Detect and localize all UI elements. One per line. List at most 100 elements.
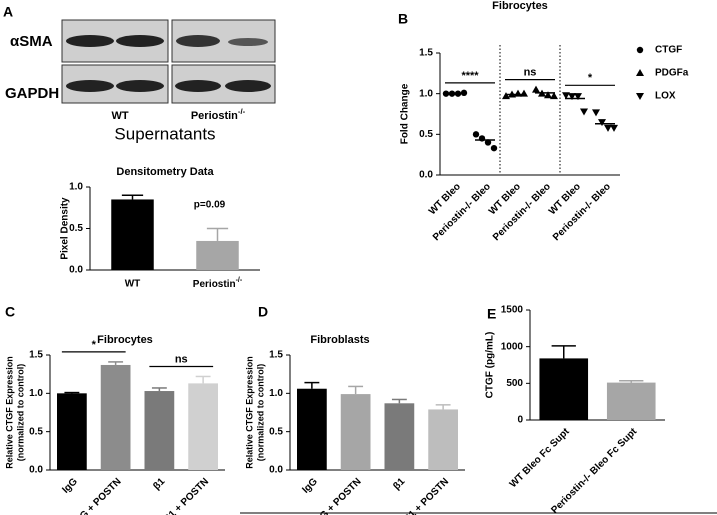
blot-band [176,35,220,47]
bar [340,394,371,470]
chart-title: Fibrocytes [492,0,548,12]
blot-band [66,35,114,47]
y-tick-label: 0.5 [69,223,83,234]
legend-marker [636,46,644,54]
label-text: Periostin [193,279,236,290]
point [568,93,576,101]
blot-band [228,38,268,46]
y-tick-label: 1.0 [269,388,283,399]
y-axis-title: (normalized to control) [15,364,25,462]
blot-image [61,19,276,104]
x-tick-label: IgG [300,476,320,496]
bar [297,388,327,470]
point [562,92,570,100]
y-axis-title: CTGF (pg/mL) [485,332,496,399]
panel-label: A [3,4,13,20]
x-tick-label: β1 + POSTN [163,476,211,515]
x-tick-label: IgG + POSTN [72,476,124,515]
y-axis-title: Relative CTGF Expression [4,356,14,469]
y-tick-label: 1.0 [419,88,433,99]
bar [100,364,131,470]
blot-row-label: GAPDH [5,85,59,102]
point [484,139,492,146]
chart-title: Densitometry Data [116,166,214,178]
point [460,89,468,97]
x-tick-label: Periostin-/- [193,277,243,290]
y-tick-label: 1.0 [29,388,43,399]
chart-title: Fibroblasts [310,334,369,346]
point [520,89,528,97]
y-tick-label: 500 [506,378,523,389]
y-tick-label: 1.5 [29,350,43,361]
y-tick-label: 0.0 [29,465,43,476]
legend-label: CTGF [655,45,682,56]
blot-band [116,35,164,47]
bar [606,382,656,420]
panel-label: C [5,304,15,320]
y-tick-label: 1500 [501,305,524,316]
legend-marker [636,69,644,76]
x-tick-label: β1 [151,476,167,492]
y-tick-label: 1.5 [269,350,283,361]
legend-label: LOX [655,91,676,102]
point [604,124,612,132]
bar [144,391,175,470]
point [574,93,582,101]
point [490,144,498,152]
bar [111,199,154,270]
point [580,108,588,116]
point [550,92,558,100]
point [544,91,552,99]
bar [384,403,415,470]
chart-title: Fibrocytes [97,334,153,346]
y-tick-label: 0.0 [69,265,83,276]
legend-marker [636,93,644,100]
significance-label: * [588,72,593,84]
x-tick-label: IgG [60,476,80,496]
x-tick-label: WT [125,279,141,290]
x-tick-label: β1 [391,476,407,492]
y-axis-title: Fold Change [400,83,411,144]
blot-band [175,80,221,92]
blot-band [116,80,164,92]
point [502,92,510,100]
y-tick-label: 0.5 [269,426,283,437]
bar [539,358,589,420]
y-tick-label: 0.0 [269,465,283,476]
x-tick-label: β1 + POSTN [403,476,451,515]
y-axis-title: Relative CTGF Expression [244,356,254,469]
blot-lane-label: Periostin-/- [191,107,246,122]
bar [57,393,87,470]
panel-label: D [258,304,268,320]
point [532,85,540,93]
y-tick-label: 0.0 [419,170,433,181]
bar [188,383,218,470]
blot-lane-label: WT [111,110,128,122]
label-text: Periostin [191,110,238,122]
panel-label: E [487,306,496,322]
y-tick-label: 1.0 [69,182,83,193]
y-axis-title: Pixel Density [60,197,71,260]
blot-caption: Supernatants [114,124,215,143]
y-tick-label: 0 [517,415,523,426]
significance-label: ns [524,67,537,79]
y-tick-label: 0.5 [29,426,43,437]
x-tick-label: Periostin-/- Bleo [431,181,493,243]
legend-label: PDGFa [655,68,689,79]
y-tick-label: 1000 [501,341,524,352]
annotation: p=0.09 [194,200,226,211]
blot-band [225,80,271,92]
label-superscript: -/- [236,277,243,284]
label-superscript: -/- [238,107,246,116]
significance-label: * [92,339,97,351]
significance-label: ns [175,353,188,365]
significance-label: **** [461,70,479,82]
y-axis-title: (normalized to control) [255,364,265,462]
blot-band [66,80,114,92]
point [592,109,600,117]
blot-row-label: αSMA [10,33,53,50]
y-tick-label: 1.5 [419,48,433,59]
x-tick-label: Periostin-/- Bleo [491,181,553,243]
x-tick-label: WT Bleo Fc Supt [508,426,572,490]
